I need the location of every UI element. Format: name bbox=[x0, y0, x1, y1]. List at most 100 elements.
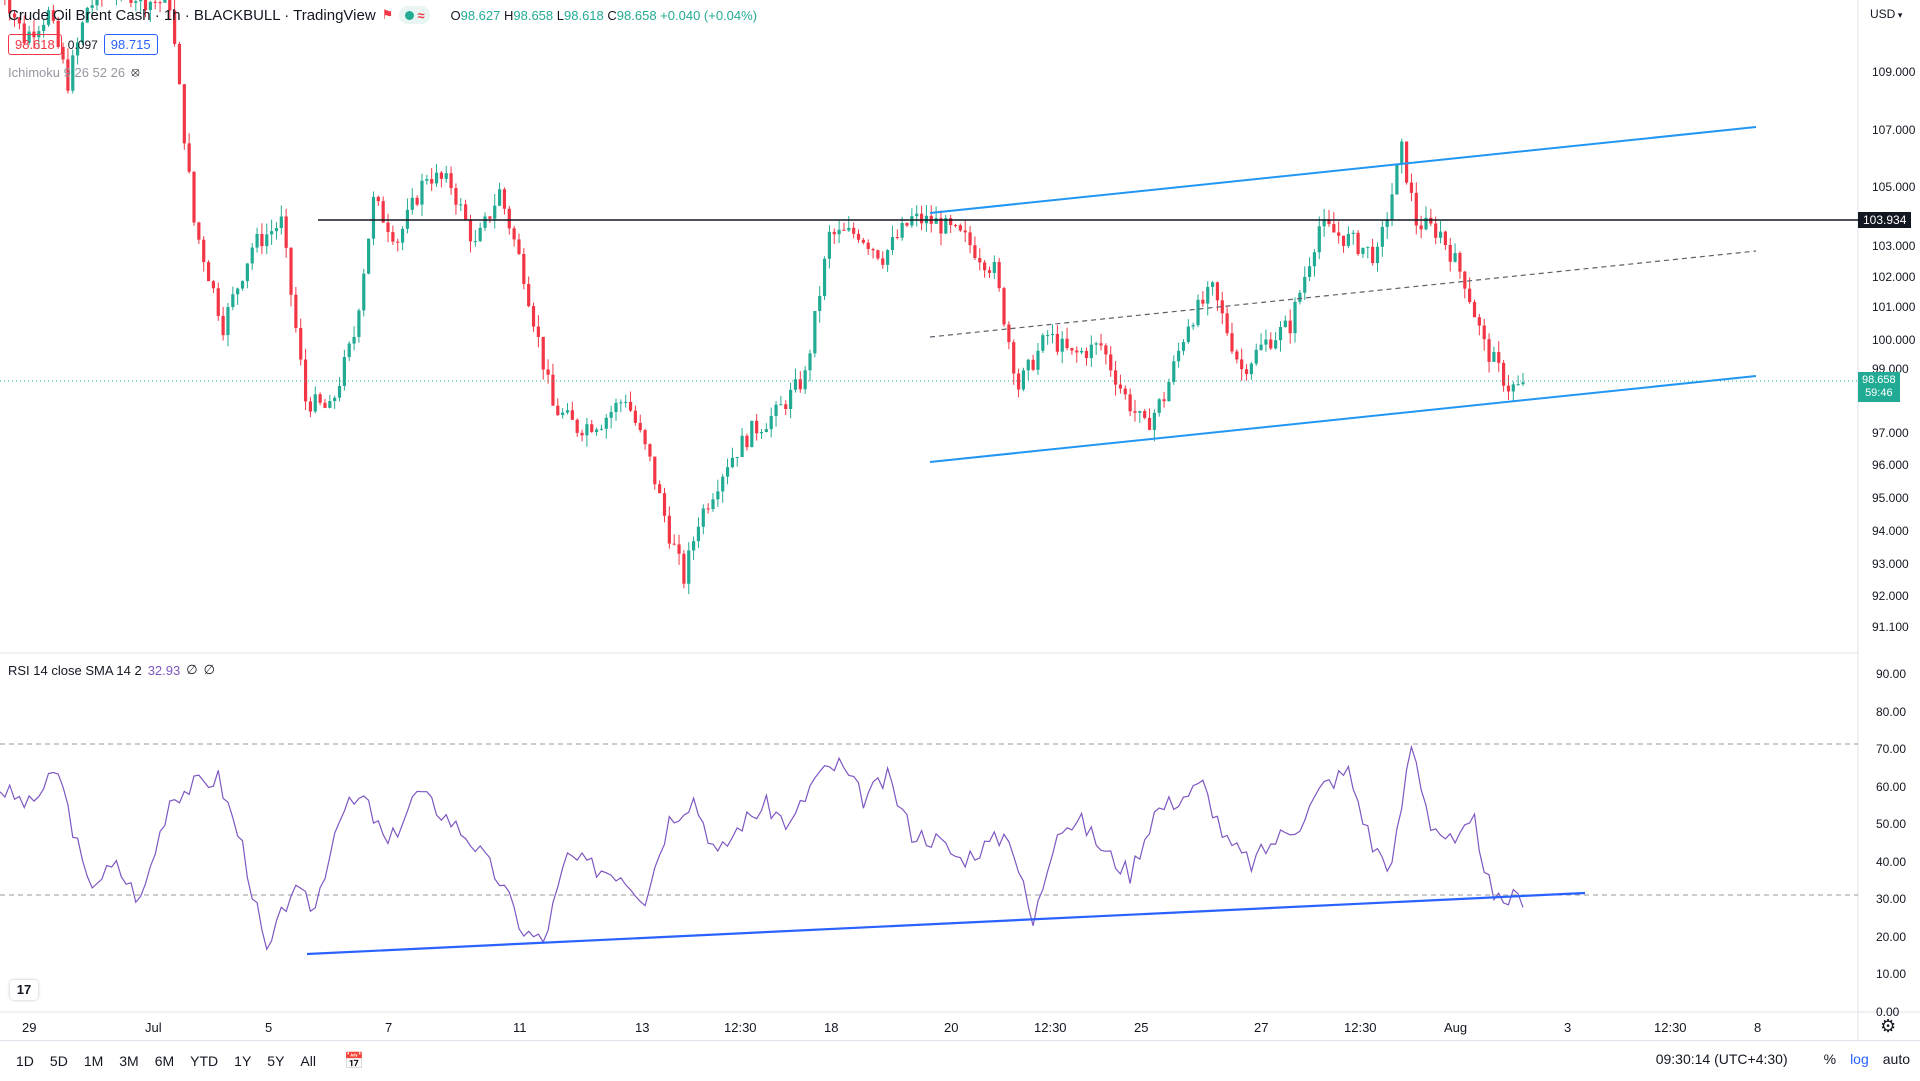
auto-toggle[interactable]: auto bbox=[1882, 1051, 1910, 1067]
candle-body bbox=[1346, 233, 1350, 246]
rsi-legend[interactable]: RSI 14 close SMA 14 2 32.93 ∅ ∅ bbox=[8, 662, 215, 678]
candle-body bbox=[1288, 320, 1292, 334]
buy-button[interactable]: 98.715 bbox=[103, 34, 158, 55]
candle-body bbox=[51, 10, 55, 21]
candle-body bbox=[95, 0, 99, 6]
range-button-3m[interactable]: 3M bbox=[119, 1053, 139, 1069]
symbol-legend[interactable]: Crude Oil Brent Cash · 1h · BLACKBULL · … bbox=[8, 6, 757, 24]
candle-body bbox=[381, 201, 385, 223]
candle-body bbox=[1249, 363, 1253, 375]
price-chart[interactable] bbox=[0, 0, 1920, 1040]
candle-body bbox=[1468, 288, 1472, 303]
candle-body bbox=[148, 1, 152, 11]
flag-icon[interactable]: ⚑ bbox=[381, 7, 394, 22]
time-tick-label: 7 bbox=[385, 1020, 393, 1035]
candle-body bbox=[386, 222, 390, 233]
hidden-eye-icon[interactable]: ⦻ bbox=[131, 64, 140, 79]
candle-body bbox=[725, 467, 730, 477]
candle-body bbox=[1016, 373, 1021, 390]
range-button-ytd[interactable]: YTD bbox=[190, 1053, 219, 1069]
percent-toggle[interactable]: % bbox=[1823, 1051, 1837, 1067]
currency-selector[interactable]: USD ▾ bbox=[1870, 7, 1902, 21]
candle-body bbox=[590, 424, 594, 432]
candle-body bbox=[633, 410, 637, 423]
rsi-tick-label: 90.00 bbox=[1876, 667, 1907, 681]
channel-upper-line[interactable] bbox=[929, 126, 1757, 214]
candle-body bbox=[876, 250, 880, 259]
rsi-line bbox=[0, 744, 1524, 951]
gear-icon[interactable]: ⚙ bbox=[1880, 1016, 1897, 1036]
candle-body bbox=[856, 233, 861, 240]
candle-body bbox=[1341, 235, 1346, 246]
price-tick-label: 107.000 bbox=[1872, 123, 1916, 137]
candle-body bbox=[1283, 320, 1287, 327]
candle-body bbox=[784, 404, 788, 409]
candle-body bbox=[769, 416, 773, 430]
candle-body bbox=[323, 402, 327, 408]
range-button-5y[interactable]: 5Y bbox=[267, 1053, 285, 1069]
clock-display[interactable]: 09:30:14 (UTC+4:30) bbox=[1655, 1051, 1788, 1067]
price-tick-label: 92.000 bbox=[1872, 589, 1909, 603]
tradingview-logo[interactable]: 17 bbox=[10, 980, 38, 1000]
time-tick-label: 3 bbox=[1564, 1020, 1572, 1035]
candle-body bbox=[1259, 344, 1263, 350]
rsi-tick-label: 40.00 bbox=[1876, 854, 1907, 869]
rsi-label: RSI 14 close SMA 14 2 bbox=[8, 662, 142, 678]
candle-body bbox=[774, 404, 778, 417]
candle-body bbox=[561, 412, 565, 416]
date-range-icon[interactable]: 📅 bbox=[343, 1053, 364, 1070]
candle-body bbox=[318, 394, 322, 403]
candle-body bbox=[1463, 271, 1467, 289]
candle-body bbox=[289, 247, 293, 295]
candle-body bbox=[536, 326, 540, 337]
candle-body bbox=[221, 315, 225, 336]
candle-body bbox=[973, 245, 977, 259]
candle-body bbox=[425, 179, 429, 181]
range-button-1y[interactable]: 1Y bbox=[234, 1053, 252, 1069]
candle-body bbox=[1390, 194, 1394, 220]
candle-body bbox=[90, 5, 94, 8]
candle-body bbox=[454, 188, 458, 205]
candle-body bbox=[881, 258, 885, 265]
channel-midline[interactable] bbox=[929, 250, 1757, 338]
time-tick-label: 8 bbox=[1754, 1020, 1762, 1035]
candle-body bbox=[963, 230, 967, 233]
time-tick-label: 12:30 bbox=[1344, 1020, 1377, 1035]
candle-body bbox=[1007, 324, 1011, 343]
close-value: 98.658 bbox=[616, 7, 657, 23]
price-tick-label: 109.000 bbox=[1872, 65, 1916, 79]
candle-body bbox=[371, 196, 376, 239]
candle-body bbox=[1327, 219, 1331, 225]
range-button-1m[interactable]: 1M bbox=[83, 1053, 104, 1069]
candle-body bbox=[1254, 349, 1258, 364]
sell-button[interactable]: 98.618 bbox=[8, 34, 62, 55]
last-price-tag: 98.658 59:46 bbox=[1858, 372, 1900, 402]
candle-body bbox=[284, 216, 288, 248]
time-tick-label: 5 bbox=[265, 1020, 273, 1035]
candle-body bbox=[527, 283, 531, 307]
range-button-5d[interactable]: 5D bbox=[49, 1053, 68, 1069]
candle-body bbox=[609, 412, 613, 418]
candle-body bbox=[832, 231, 836, 235]
log-toggle[interactable]: log bbox=[1850, 1051, 1869, 1067]
channel-lower-line[interactable] bbox=[929, 375, 1757, 463]
indicator-legend[interactable]: Ichimoku 9 26 52 26 ⦻ bbox=[8, 64, 140, 80]
range-button-all[interactable]: All bbox=[300, 1053, 316, 1069]
candle-body bbox=[1385, 219, 1389, 227]
candle-body bbox=[871, 249, 875, 251]
range-button-6m[interactable]: 6M bbox=[154, 1053, 175, 1069]
candle-body bbox=[1118, 384, 1123, 389]
candle-body bbox=[226, 306, 230, 336]
candle-body bbox=[61, 46, 65, 60]
range-button-1d[interactable]: 1D bbox=[16, 1053, 34, 1069]
candle-body bbox=[818, 295, 822, 311]
time-tick-label: 27 bbox=[1254, 1020, 1269, 1035]
rsi-trendline[interactable] bbox=[306, 891, 1586, 956]
candle-body bbox=[216, 288, 220, 316]
candle-body bbox=[759, 432, 764, 434]
candle-body bbox=[139, 0, 143, 2]
rsi-tick-label: 20.00 bbox=[1876, 929, 1907, 944]
candle-body bbox=[789, 389, 793, 409]
spread-value: 0.097 bbox=[67, 37, 98, 52]
status-indicator[interactable]: ≈ bbox=[399, 6, 431, 24]
